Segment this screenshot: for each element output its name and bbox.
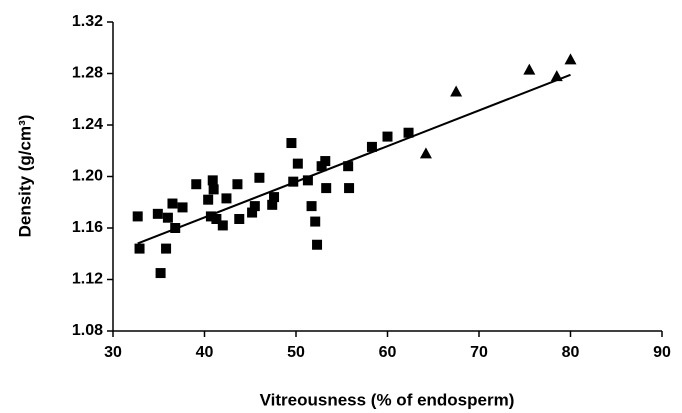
square-point	[312, 239, 323, 250]
square-point	[232, 179, 243, 190]
square-point	[343, 161, 354, 172]
square-point	[203, 194, 214, 205]
square-point	[316, 161, 327, 172]
triangle-point	[523, 63, 536, 75]
square-point	[306, 201, 317, 212]
square-point	[221, 193, 232, 204]
square-point	[234, 213, 245, 224]
square-point	[161, 243, 172, 254]
square-point	[167, 198, 178, 209]
square-point	[403, 127, 414, 138]
x-tick-label: 30	[104, 344, 122, 361]
x-tick-label: 40	[196, 344, 214, 361]
square-point	[217, 220, 228, 231]
square-point	[247, 207, 258, 218]
square-point	[302, 175, 313, 186]
y-tick-label: 1.28	[72, 65, 103, 82]
x-axis-label: Vitreousness (% of endosperm)	[260, 390, 515, 409]
square-point	[320, 156, 331, 167]
x-tick-label: 70	[470, 344, 488, 361]
y-axis-label: Density (g/cm³)	[15, 115, 34, 238]
square-point	[162, 212, 173, 223]
square-point	[254, 172, 265, 183]
triangle-point	[550, 70, 563, 82]
square-point	[269, 192, 280, 203]
square-point	[191, 179, 202, 190]
square-point	[286, 138, 297, 149]
square-point	[249, 201, 260, 212]
x-tick-label: 80	[562, 344, 580, 361]
triangle-point	[450, 85, 463, 97]
square-point	[288, 176, 299, 187]
square-point	[205, 211, 216, 222]
square-point	[170, 223, 181, 233]
triangle-point	[419, 147, 432, 159]
y-tick-label: 1.24	[72, 116, 103, 133]
square-point	[366, 141, 377, 152]
x-tick-label: 90	[653, 344, 671, 361]
square-point	[310, 216, 321, 227]
square-point	[155, 268, 166, 279]
x-tick-label: 60	[379, 344, 397, 361]
square-point	[211, 213, 222, 224]
triangle-point	[564, 53, 577, 65]
y-tick-label: 1.12	[72, 271, 103, 288]
square-point	[177, 202, 188, 213]
x-tick-label: 50	[287, 344, 305, 361]
square-point	[132, 211, 143, 222]
square-point	[134, 243, 145, 254]
y-tick-label: 1.20	[72, 168, 103, 185]
square-point	[207, 175, 218, 186]
trendline	[137, 73, 571, 245]
y-tick-label: 1.16	[72, 219, 103, 236]
square-point	[321, 183, 332, 194]
square-point	[344, 183, 355, 194]
square-point	[208, 184, 219, 195]
y-tick-label: 1.08	[72, 322, 103, 339]
square-point	[382, 131, 393, 142]
square-point	[267, 199, 278, 210]
square-point	[152, 208, 163, 219]
square-point	[292, 158, 303, 169]
y-tick-label: 1.32	[72, 13, 103, 30]
